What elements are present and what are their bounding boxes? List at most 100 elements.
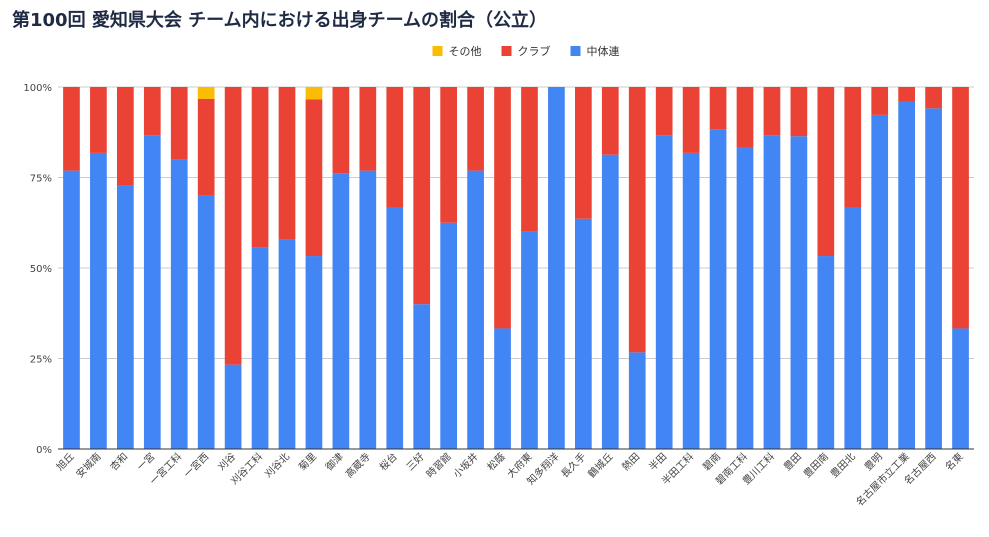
bar-segment — [117, 87, 134, 186]
bar-segment — [925, 87, 942, 109]
bar-segment — [736, 147, 754, 450]
legend-label: クラブ — [518, 44, 551, 58]
bar-segment — [763, 135, 781, 449]
x-tick-label: 碧南 — [700, 450, 723, 473]
bar-segment — [817, 87, 835, 257]
bar-segment — [90, 87, 107, 153]
bar-segment — [413, 304, 431, 449]
bar-segment — [790, 136, 808, 449]
x-tick-label: 小坂井 — [450, 450, 480, 480]
bar-segment — [952, 87, 969, 329]
bar-segment — [251, 247, 269, 449]
bar-segment — [305, 87, 323, 100]
bar-segment — [170, 159, 188, 449]
x-tick-label: 一宮西 — [181, 450, 211, 480]
bar-segment — [440, 222, 457, 449]
bar-segment — [871, 87, 889, 115]
bar-segment — [548, 87, 565, 449]
bar-segment — [844, 87, 862, 208]
x-tick-label: 菊里 — [296, 451, 319, 474]
x-tick-label: 長久手 — [558, 450, 588, 480]
x-tick-label: 御津 — [323, 450, 346, 473]
x-tick-label: 鶴城丘 — [585, 450, 615, 480]
bar-segment — [575, 87, 592, 219]
bar-segment — [709, 87, 727, 130]
bar-segment — [898, 101, 915, 449]
bar-segment — [817, 256, 835, 449]
x-tick-label: 豊田北 — [827, 450, 857, 480]
bar-segment — [521, 231, 538, 449]
x-tick-label: 松蔭 — [484, 450, 507, 473]
x-tick-label: 半田 — [646, 450, 669, 473]
bar-segment — [305, 256, 323, 449]
x-tick-label: 豊明 — [861, 450, 884, 473]
y-tick-label: 0% — [36, 445, 52, 456]
x-tick-label: 旭丘 — [54, 451, 77, 474]
bar-segment — [143, 135, 161, 449]
bar-segment — [763, 87, 781, 136]
legend-label: 中体連 — [587, 44, 620, 58]
bar-segment — [628, 87, 646, 353]
bar-segment — [197, 195, 215, 449]
y-tick-label: 50% — [30, 264, 52, 275]
bar-segment — [332, 87, 350, 174]
chart-title: 第100回 愛知県大会 チーム内における出身チームの割合（公立） — [12, 10, 548, 31]
x-tick-label: 豊田 — [781, 450, 804, 473]
bar-segment — [871, 114, 889, 450]
legend-label: その他 — [449, 45, 482, 58]
bar-segment — [790, 87, 808, 137]
bar-segment — [117, 185, 134, 450]
y-tick-label: 75% — [30, 174, 52, 185]
legend-swatch — [570, 46, 581, 56]
bar-segment — [413, 87, 431, 305]
x-tick-label: 刈谷北 — [262, 450, 292, 480]
x-tick-label: 高蔵寺 — [343, 450, 373, 480]
bar-segment — [601, 154, 619, 449]
legend: その他 クラブ 中体連 — [432, 44, 620, 58]
bar-segment — [682, 87, 700, 153]
bar-segment — [494, 328, 511, 449]
legend-item: 中体連 — [570, 44, 620, 58]
bar-segment — [467, 87, 484, 171]
bar-segment — [925, 108, 942, 449]
grid-layer — [58, 86, 974, 359]
bar-segment — [628, 352, 646, 449]
bar-segment — [386, 207, 404, 449]
y-tick-label: 100% — [23, 83, 52, 94]
x-tick-label: 杏和 — [107, 450, 130, 473]
bar-segment — [440, 87, 457, 223]
bar-segment — [709, 129, 727, 449]
bar-segment — [521, 87, 538, 232]
x-tick-label: 安城南 — [73, 450, 103, 480]
x-tick-label: 時習館 — [423, 450, 453, 480]
bar-segment — [467, 170, 484, 449]
bar-segment — [278, 239, 296, 449]
bar-segment — [90, 152, 107, 449]
x-tick-label: 豊田南 — [801, 450, 831, 480]
bar-segment — [575, 218, 592, 449]
bar-segment — [736, 87, 754, 148]
x-tick-label: 三好 — [404, 451, 427, 474]
y-tick-label: 25% — [30, 355, 52, 366]
x-tick-label: 名東 — [942, 450, 965, 473]
bar-segment — [682, 152, 700, 449]
bars-layer — [63, 87, 969, 450]
bar-segment — [844, 207, 862, 449]
bar-segment — [305, 99, 323, 257]
x-tick-label: 刈谷 — [215, 450, 238, 473]
bar-segment — [170, 87, 188, 160]
bar-segment — [332, 173, 350, 449]
bar-segment — [278, 87, 296, 240]
bar-segment — [494, 87, 511, 329]
bar-segment — [655, 87, 673, 136]
bar-segment — [63, 87, 80, 171]
legend-item: その他 — [432, 45, 482, 58]
bar-segment — [143, 87, 161, 136]
bar-segment — [898, 87, 915, 102]
bar-segment — [359, 87, 377, 171]
bar-segment — [224, 87, 242, 365]
bar-segment — [386, 87, 404, 208]
x-tick-label: 一宮 — [134, 450, 157, 473]
x-tick-label: 桜台 — [377, 450, 400, 473]
legend-swatch — [501, 46, 512, 56]
